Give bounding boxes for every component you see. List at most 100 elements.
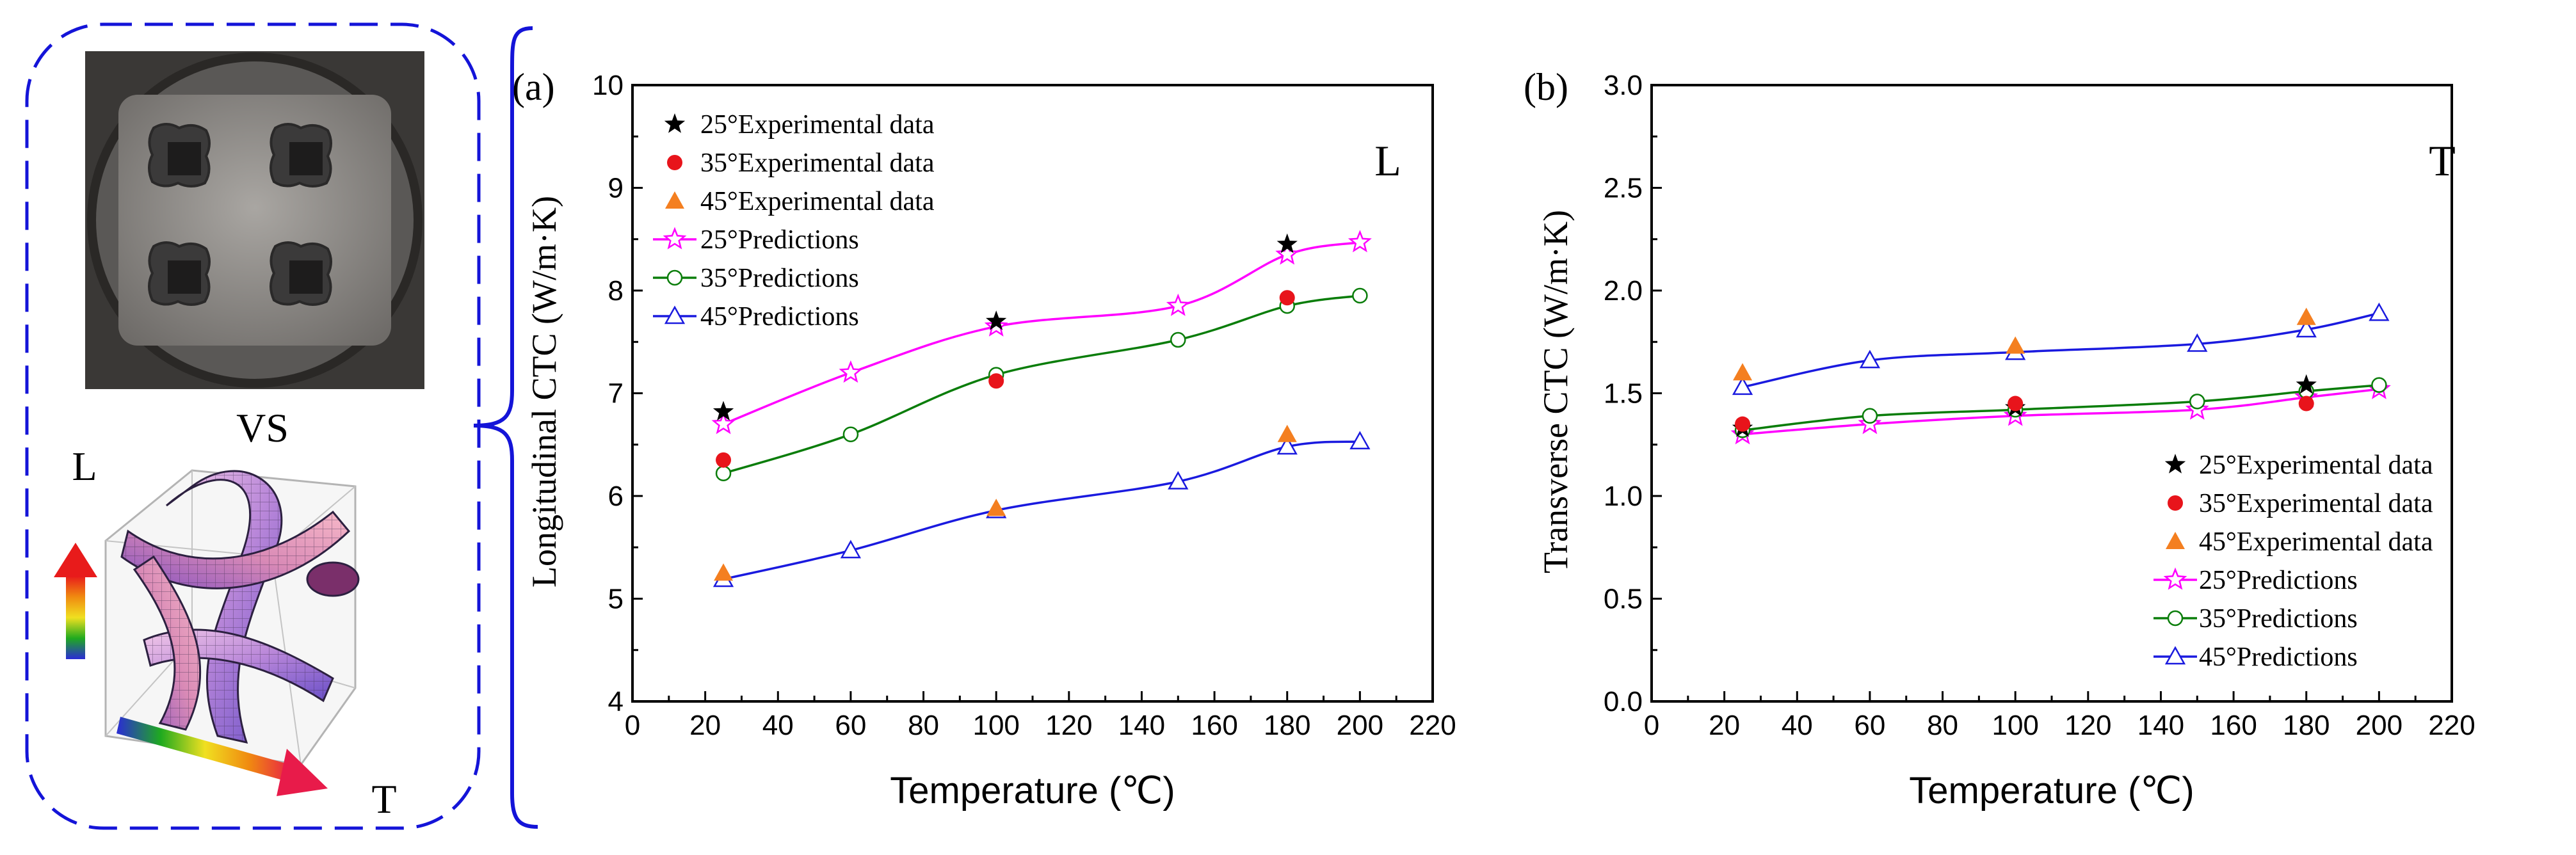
legend-b-label-35-pred: 35°Predictions (2199, 604, 2358, 634)
legend-a-item-35-exp: 35°Experimental data (667, 148, 935, 178)
point-45predictions (2187, 333, 2208, 352)
legend-a-item-45-exp: 45°Experimental data (665, 187, 935, 216)
legend-a-item-45-pred: 45°Predictions (653, 302, 859, 332)
y-tick-label: 2.5 (1604, 173, 1643, 204)
curly-brace (473, 26, 538, 829)
legend-b-label-25-pred: 25°Predictions (2199, 566, 2358, 595)
point-25experimental-data (712, 401, 734, 421)
legend-a-marker-35-pred (653, 269, 696, 286)
x-tick-label: 60 (835, 710, 866, 741)
point-35experimental-data (716, 452, 732, 468)
legend-b-label-35-exp: 35°Experimental data (2199, 489, 2433, 518)
y-tick-label: 4 (608, 686, 624, 717)
legend-a-label-25-exp: 25°Experimental data (700, 110, 935, 140)
point-45experimental-data (2006, 336, 2025, 354)
x-tick-label: 180 (2283, 710, 2330, 741)
legend-b-marker-25-pred (2153, 567, 2197, 590)
point-45experimental-data (986, 499, 1006, 516)
point-45experimental-data (1733, 363, 1753, 381)
legend-a-label-35-exp: 35°Experimental data (700, 148, 935, 178)
x-tick-label: 20 (1709, 710, 1740, 741)
y-tick-label: 7 (608, 378, 624, 410)
chart-b-ylabel: Transverse CTC (W/m·K) (1536, 210, 1575, 573)
series-line-45predictions (1742, 312, 2379, 388)
chart-a-ticks: 0 20 40 60 80 100 120 140 160 180 200 220 4 5 6 7 8 9 10 (592, 70, 1456, 741)
y-tick-label: 3.0 (1604, 70, 1643, 101)
x-tick-label: 120 (1045, 710, 1092, 741)
point-45predictions (2369, 302, 2390, 321)
series-line-25predictions (1742, 388, 2379, 436)
legend-b-marker-45-pred (2153, 646, 2197, 665)
point-35experimental-data (2008, 396, 2024, 412)
point-35experimental-data (1279, 290, 1295, 306)
chart-b-panel-label: (b) (1524, 66, 1568, 108)
y-tick-label: 0.5 (1604, 584, 1643, 615)
point-45experimental-data (2296, 307, 2316, 325)
x-tick-label: 200 (2356, 710, 2403, 741)
legend-marker-symbol (666, 269, 683, 286)
point-45experimental-data (1277, 424, 1297, 442)
x-tick-label: 80 (1927, 710, 1958, 741)
x-tick-label: 180 (1264, 710, 1310, 741)
legend-b-marker-25-exp (2164, 454, 2186, 474)
point-25predictions (711, 412, 736, 435)
legend-a-item-25-pred: 25°Predictions (653, 225, 859, 255)
legend-marker-symbol (663, 227, 687, 250)
legend-marker-symbol (667, 155, 682, 170)
point-25predictions (1275, 242, 1300, 265)
legend-a-label-25-pred: 25°Predictions (700, 225, 859, 255)
point-35predictions (1170, 332, 1186, 348)
x-tick-label: 20 (689, 710, 721, 741)
legend-b-item-45-pred: 45°Predictions (2153, 643, 2358, 672)
x-tick-label: 140 (2137, 710, 2184, 741)
point-45experimental-data (714, 563, 734, 581)
legend-b-marker-35-pred (2153, 610, 2197, 627)
vs-label: VS (236, 405, 289, 451)
y-tick-label: 9 (608, 173, 624, 204)
point-25predictions (839, 360, 863, 383)
legend-a-item-25-exp: 25°Experimental data (664, 110, 935, 140)
point-35predictions (2371, 377, 2387, 393)
x-tick-label: 220 (1409, 710, 1456, 741)
chart-a-legend: 25°Experimental data 35°Experimental dat… (653, 110, 935, 332)
y-tick-label: 2.0 (1604, 275, 1643, 307)
l-direction-arrow (54, 543, 97, 659)
t-direction-arrow (117, 717, 328, 796)
point-35predictions (1352, 287, 1368, 304)
t-axis-label: T (371, 776, 396, 822)
l-axis-label: L (72, 443, 97, 489)
x-tick-label: 80 (908, 710, 939, 741)
point-25experimental-data (986, 310, 1007, 330)
left-panel: VS L T (25, 22, 481, 830)
point-25experimental-data (1276, 233, 1298, 253)
legend-marker-symbol (2168, 495, 2183, 511)
legend-marker-symbol (664, 305, 686, 324)
point-25predictions (1166, 293, 1190, 316)
legend-marker-symbol (665, 191, 684, 209)
y-tick-label: 1.5 (1604, 378, 1643, 410)
x-tick-label: 0 (1644, 710, 1659, 741)
chart-a-xlabel: Temperature (℃) (890, 770, 1175, 811)
legend-a-label-35-pred: 35°Predictions (700, 264, 859, 293)
y-tick-label: 6 (608, 481, 624, 512)
y-tick-label: 10 (592, 70, 624, 101)
point-25experimental-data (2296, 374, 2317, 394)
chart-b-legend: 25°Experimental data 35°Experimental dat… (2153, 451, 2433, 672)
legend-b-item-25-pred: 25°Predictions (2153, 566, 2358, 595)
legend-b-marker-35-exp (2168, 495, 2183, 511)
point-45predictions (1349, 431, 1371, 450)
chart-a-series (711, 230, 1372, 587)
legend-a-marker-25-pred (653, 227, 696, 250)
point-45predictions (1732, 376, 1753, 396)
legend-marker-symbol (2163, 567, 2187, 590)
chart-b-ticks: 0 20 40 60 80 100 120 140 160 180 200 220 0.0 0.5 1.0 1… (1604, 70, 2475, 741)
legend-b-item-45-exp: 45°Experimental data (2166, 527, 2433, 557)
mold-photo (85, 51, 424, 389)
tpms-3d-model (104, 469, 360, 766)
legend-b-marker-45-exp (2166, 532, 2185, 549)
point-45predictions (1859, 349, 1881, 369)
chart-b-series (1730, 302, 2391, 445)
point-45predictions (2296, 319, 2317, 338)
legend-a-marker-35-exp (667, 155, 682, 170)
